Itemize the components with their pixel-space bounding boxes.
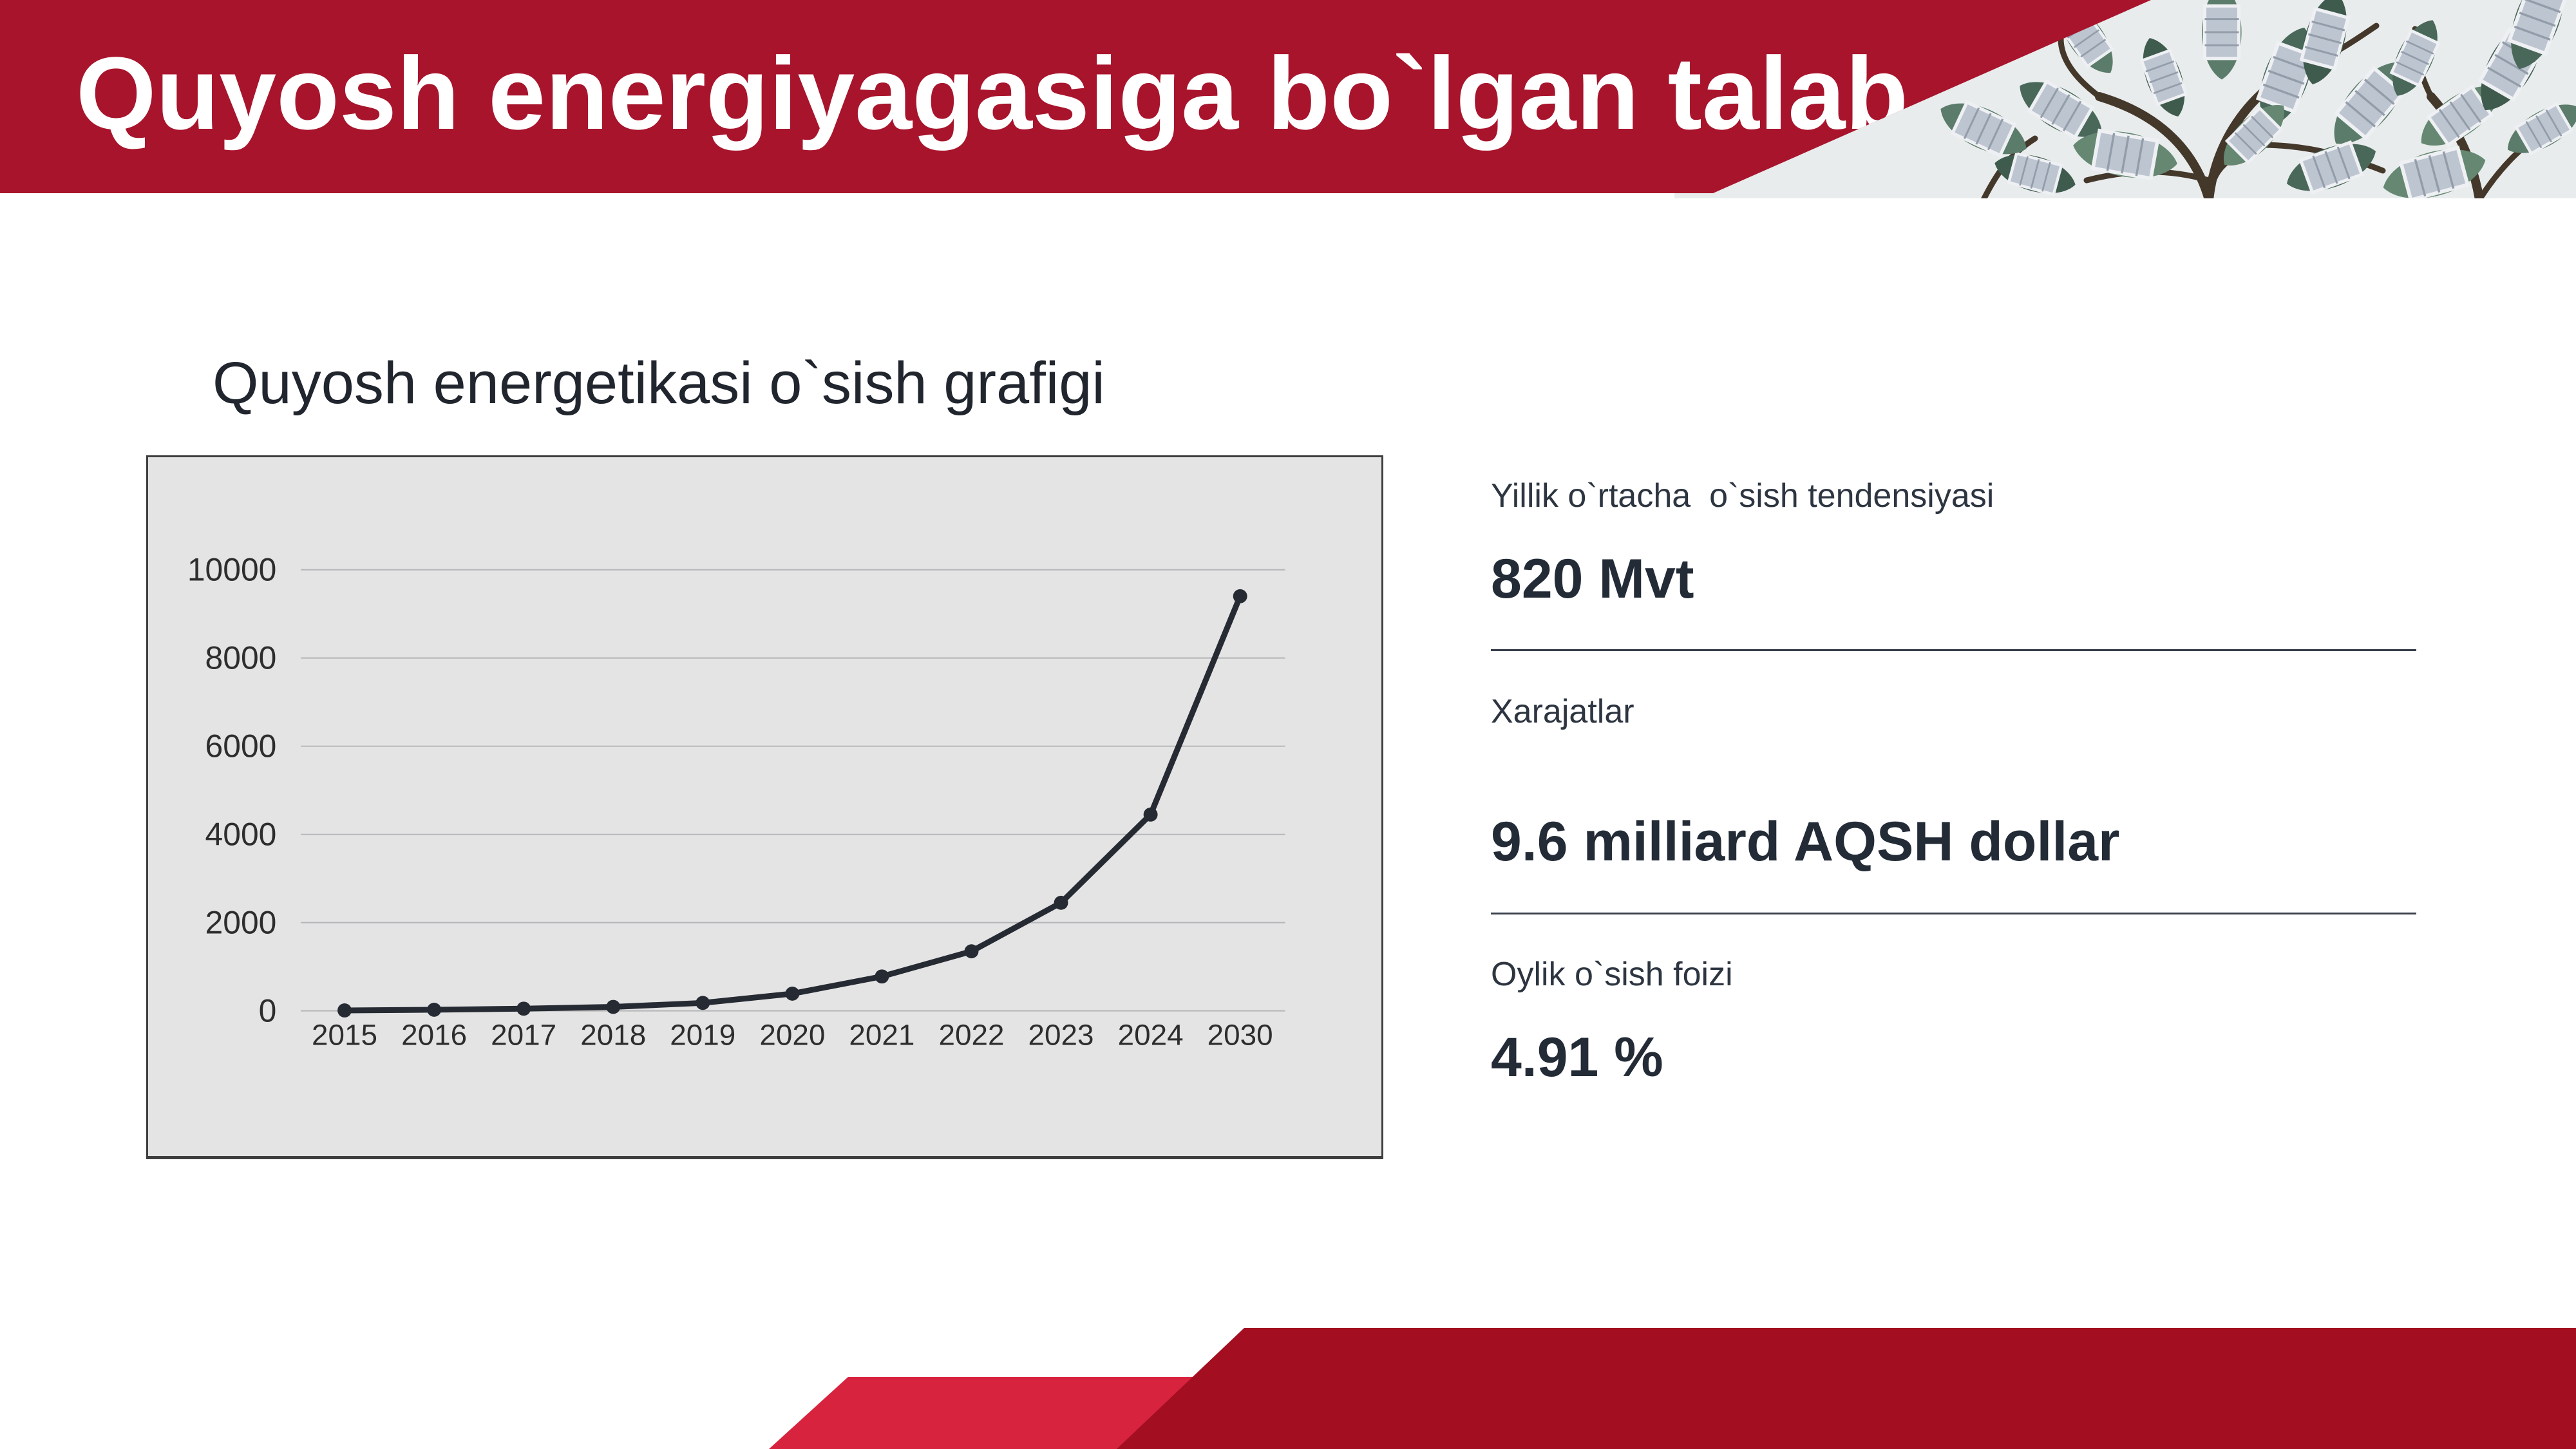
svg-text:6000: 6000 — [205, 728, 277, 764]
solar-tree-illustration — [1674, 0, 2576, 198]
bottom-decoration — [766, 1327, 2576, 1449]
slide-title: Quyosh energiyagasiga bo`lgan talab — [76, 35, 1909, 151]
svg-text:2021: 2021 — [849, 1018, 914, 1051]
svg-text:0: 0 — [259, 993, 277, 1029]
svg-text:4000: 4000 — [205, 817, 277, 853]
growth-chart-panel: 0 2000 4000 6000 8000 10000 2015 2016 2017 2018 20… — [146, 455, 1383, 1159]
svg-text:2022: 2022 — [938, 1018, 1004, 1051]
separator-line — [1491, 649, 2416, 651]
growth-line-chart: 0 2000 4000 6000 8000 10000 2015 2016 2017 2018 20… — [187, 552, 1285, 1051]
stat-label-yearly-growth: Yillik o`rtacha o`sish tendensiyasi — [1491, 477, 1994, 515]
svg-text:2016: 2016 — [401, 1018, 467, 1051]
svg-text:2000: 2000 — [205, 905, 277, 941]
svg-text:2024: 2024 — [1118, 1018, 1184, 1051]
chart-title: Quyosh energetikasi o`sish grafigi — [213, 350, 1105, 416]
stat-label-monthly-growth: Oylik o`sish foizi — [1491, 956, 1733, 993]
decor-dark-parallelogram — [1117, 1328, 2576, 1449]
svg-text:2018: 2018 — [580, 1018, 646, 1051]
stat-label-costs: Xarajatlar — [1491, 693, 1634, 730]
svg-text:2015: 2015 — [312, 1018, 377, 1051]
svg-text:2019: 2019 — [670, 1018, 735, 1051]
svg-text:2023: 2023 — [1028, 1018, 1094, 1051]
decor-parallelograms — [769, 1328, 2576, 1449]
solar-tree-photo — [1674, 0, 2576, 198]
svg-text:2030: 2030 — [1208, 1018, 1273, 1051]
svg-text:2020: 2020 — [759, 1018, 825, 1051]
svg-text:8000: 8000 — [205, 640, 277, 676]
stat-value-monthly-growth: 4.91 % — [1491, 1027, 1663, 1088]
svg-text:2017: 2017 — [491, 1018, 556, 1051]
stat-value-costs: 9.6 milliard AQSH dollar — [1491, 811, 2120, 873]
stat-value-yearly-growth: 820 Mvt — [1491, 548, 1694, 610]
svg-text:10000: 10000 — [187, 552, 277, 588]
separator-line — [1491, 913, 2416, 914]
